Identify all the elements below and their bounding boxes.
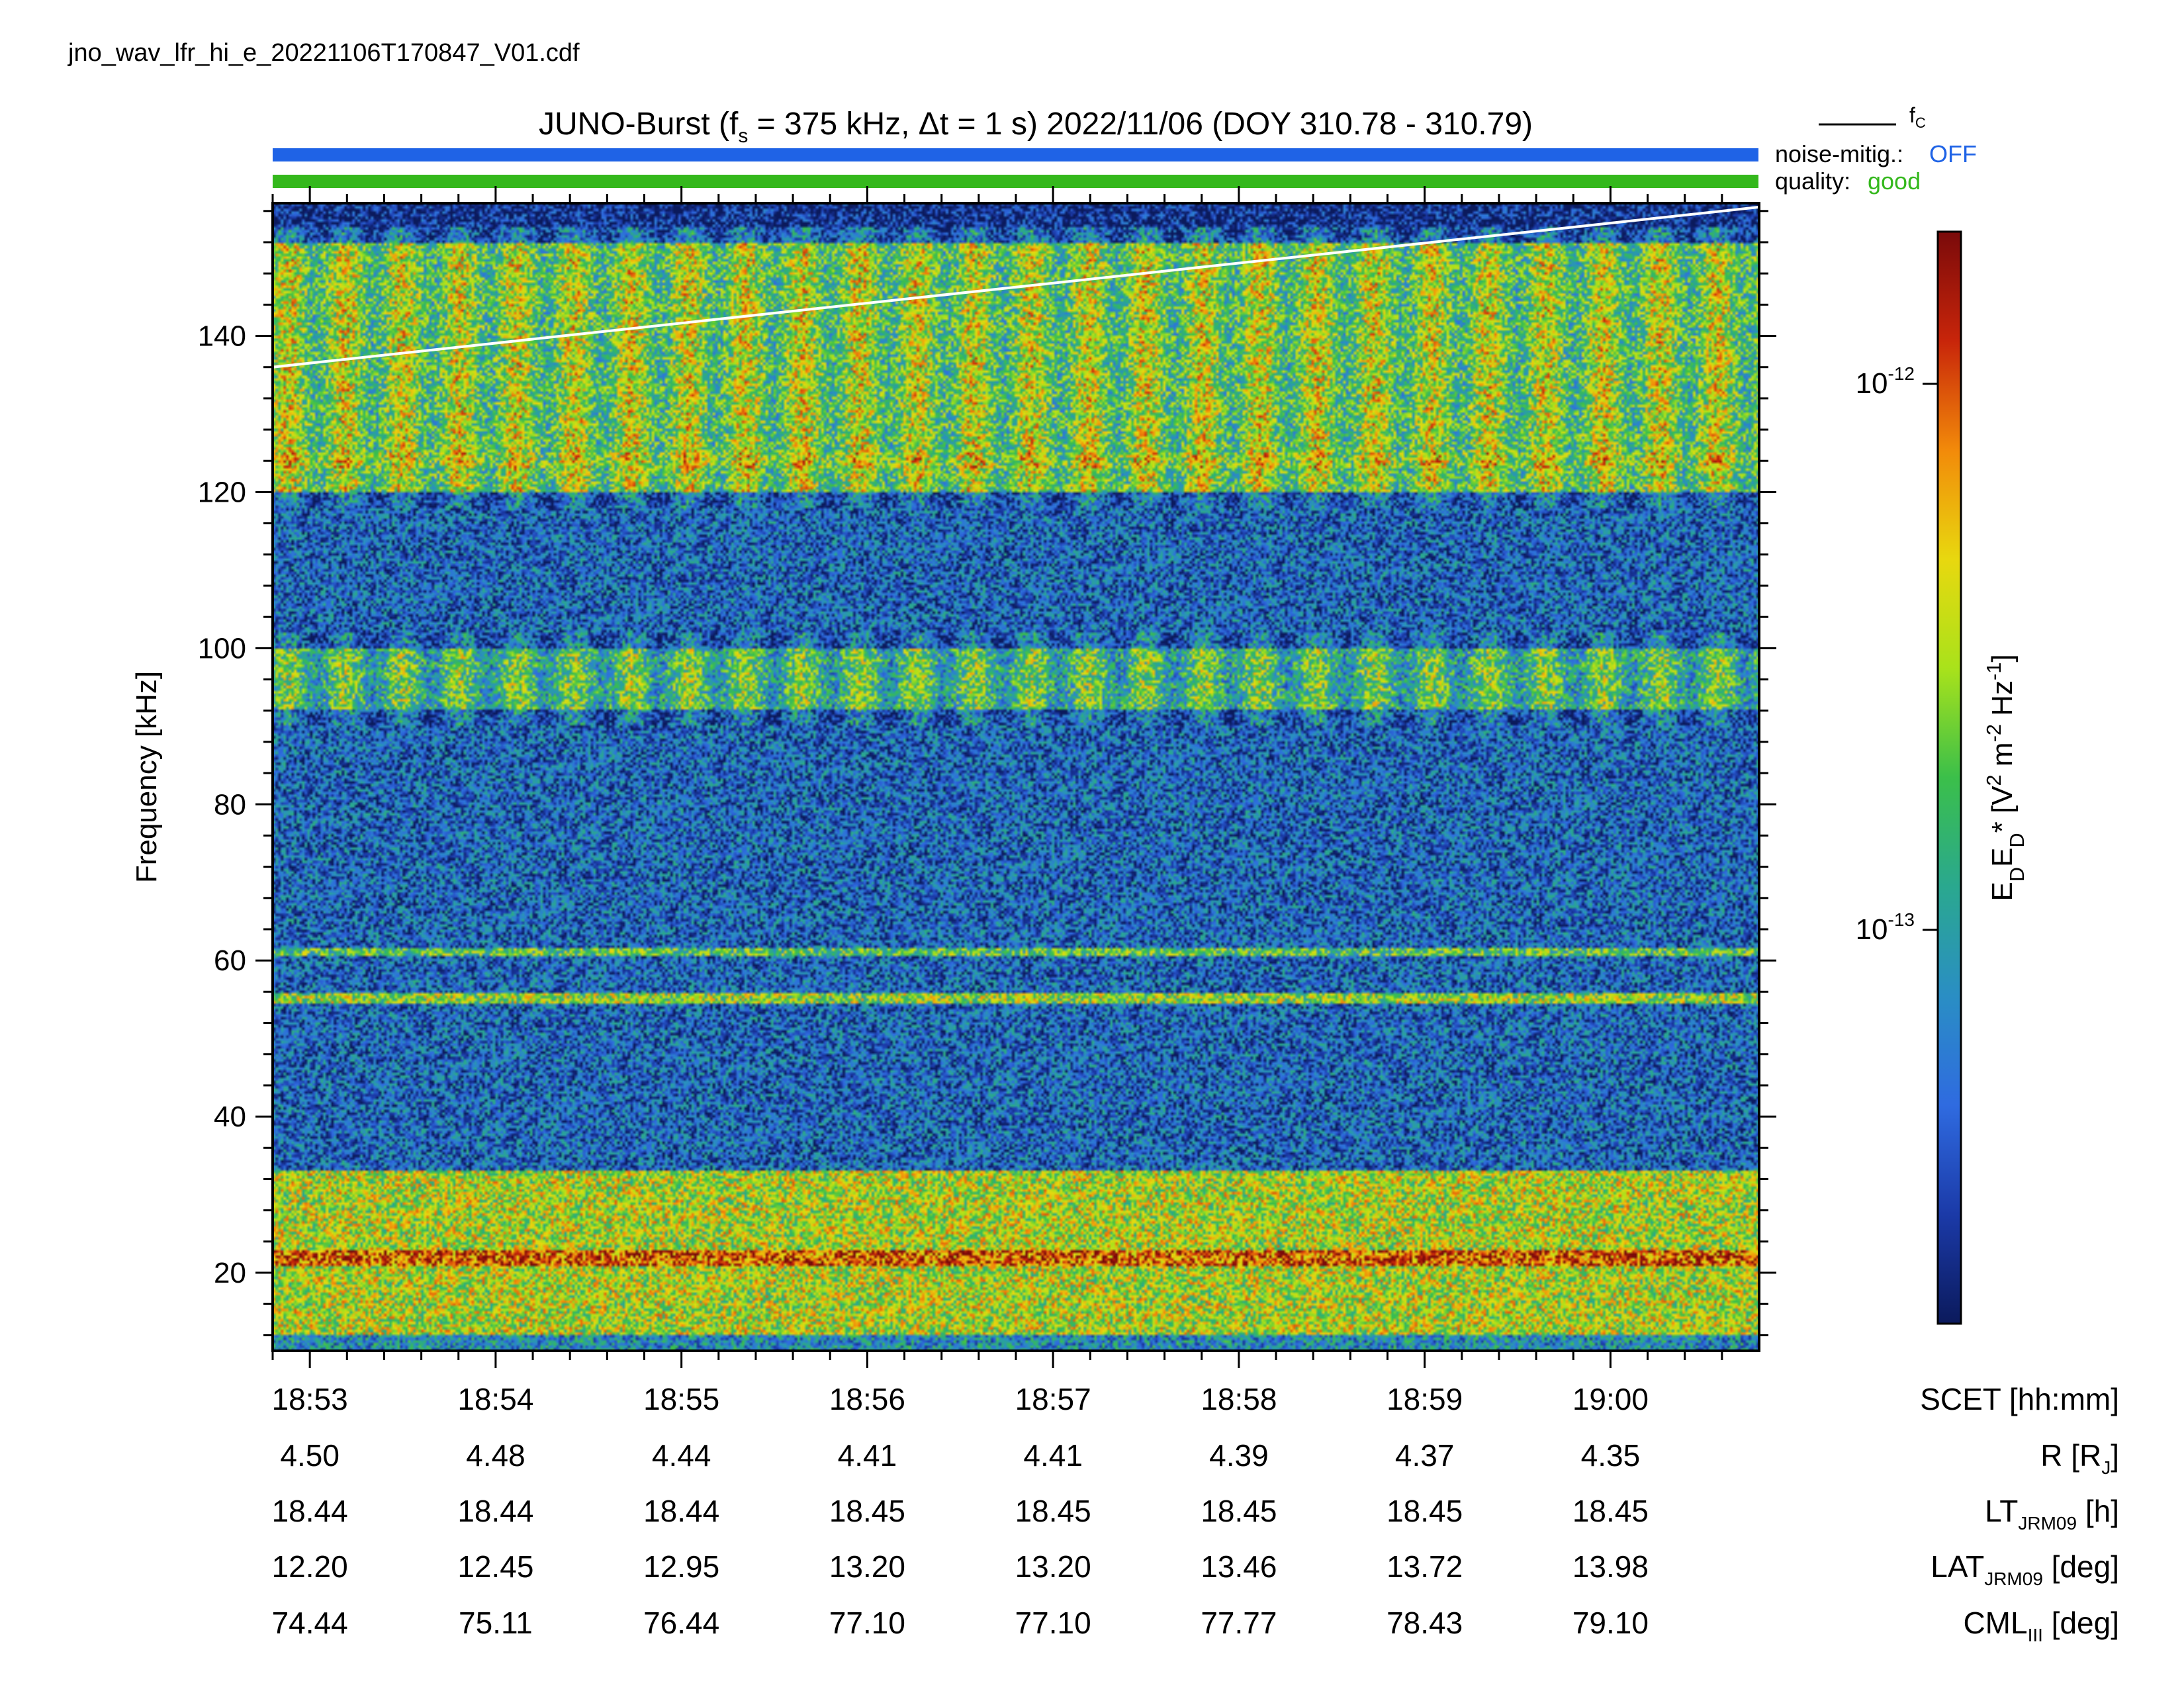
colorbar-gradient [1936, 230, 1962, 1325]
y-tick-label: 120 [198, 476, 246, 508]
ephemeris-row-label: SCET [hh:mm] [1920, 1382, 2119, 1416]
ephemeris-value: 18.45 [1201, 1494, 1277, 1528]
y-axis-label: Frequency [kHz] [130, 671, 163, 883]
ephemeris-value: 18.45 [1387, 1494, 1463, 1528]
y-axis: 20 40 60 80 100 120 140 [198, 210, 1776, 1336]
file-label: jno_wav_lfr_hi_e_20221106T170847_V01.cdf [68, 39, 580, 67]
quality-label: quality: [1775, 167, 1850, 195]
ephemeris-table: 18:53 18:54 18:55 18:56 18:57 18:58 18:59 19:00… [272, 1382, 2119, 1645]
x-tick-label: 18:59 [1387, 1382, 1463, 1416]
ephemeris-value: 13.20 [829, 1549, 905, 1584]
quality-bar [273, 175, 1758, 188]
fc-legend-label: fC [1909, 103, 1926, 131]
ephemeris-value: 18.45 [829, 1494, 905, 1528]
ephemeris-value: 77.77 [1201, 1606, 1277, 1640]
ephemeris-value: 4.41 [838, 1438, 897, 1473]
ephemeris-value: 12.20 [272, 1549, 348, 1584]
ephemeris-value: 13.46 [1201, 1549, 1277, 1584]
ephemeris-value: 74.44 [272, 1606, 348, 1640]
x-tick-label: 19:00 [1572, 1382, 1649, 1416]
ephemeris-value: 18.45 [1015, 1494, 1091, 1528]
ephemeris-value: 4.37 [1395, 1438, 1455, 1473]
ephemeris-value: 4.48 [466, 1438, 525, 1473]
x-axis [271, 186, 1723, 1368]
y-tick-label: 60 [214, 944, 246, 977]
ephemeris-row-label: CMLIII [deg] [1963, 1606, 2119, 1645]
ephemeris-value: 12.45 [457, 1549, 533, 1584]
x-tick-label: 18:54 [457, 1382, 533, 1416]
ephemeris-value: 75.11 [459, 1606, 533, 1640]
ephemeris-value: 4.41 [1023, 1438, 1083, 1473]
x-tick-label: 18:57 [1015, 1382, 1091, 1416]
noise-mitigation-value: OFF [1929, 140, 1977, 167]
fc-line [272, 205, 1760, 369]
ephemeris-row-label: LATJRM09 [deg] [1931, 1549, 2119, 1589]
y-tick-label: 140 [198, 320, 246, 353]
spectrogram-canvas [273, 203, 1759, 1351]
ephemeris-value: 77.10 [1015, 1606, 1091, 1640]
y-tick-label: 20 [214, 1257, 246, 1289]
ephemeris-value: 13.72 [1387, 1549, 1463, 1584]
ephemeris-value: 78.43 [1387, 1606, 1463, 1640]
ephemeris-value: 18.44 [643, 1494, 719, 1528]
x-tick-label: 18:56 [829, 1382, 905, 1416]
ephemeris-row-label: LTJRM09 [h] [1985, 1494, 2119, 1533]
chart-title: JUNO-Burst (fs = 375 kHz, Δt = 1 s) 2022… [539, 107, 1533, 147]
ephemeris-row-label: R [RJ] [2040, 1438, 2119, 1478]
ephemeris-value: 18.44 [272, 1494, 348, 1528]
ephemeris-value: 79.10 [1572, 1606, 1649, 1640]
ephemeris-value: 18.44 [457, 1494, 533, 1528]
ephemeris-value: 13.98 [1572, 1549, 1649, 1584]
ephemeris-value: 18.45 [1572, 1494, 1649, 1528]
ephemeris-value: 12.95 [643, 1549, 719, 1584]
x-tick-label: 18:53 [272, 1382, 348, 1416]
colorbar-ticks: 10-12 10-13 [1856, 363, 1938, 946]
colorbar-tick-label: 10-13 [1856, 909, 1915, 946]
colorbar-label: EDED* [V2 m-2 Hz-1] [1982, 654, 2028, 901]
ephemeris-value: 4.35 [1581, 1438, 1641, 1473]
x-tick-label: 18:58 [1201, 1382, 1277, 1416]
y-tick-label: 80 [214, 788, 246, 821]
noise-mitigation-label: noise-mitig.: [1775, 140, 1903, 167]
y-tick-label: 40 [214, 1101, 246, 1133]
colorbar: 10-12 10-13 EDED* [V2 m-2 Hz-1] [1856, 230, 2028, 1325]
colorbar-tick-label: 10-12 [1856, 363, 1915, 400]
ephemeris-value: 77.10 [829, 1606, 905, 1640]
ephemeris-value: 13.20 [1015, 1549, 1091, 1584]
y-tick-label: 100 [198, 632, 246, 664]
ephemeris-value: 4.39 [1209, 1438, 1269, 1473]
x-tick-label: 18:55 [643, 1382, 719, 1416]
ephemeris-value: 76.44 [643, 1606, 719, 1640]
ephemeris-value: 4.44 [652, 1438, 711, 1473]
noise-mitigation-bar [273, 148, 1758, 161]
heatmap-area [271, 202, 1760, 1352]
quality-value: good [1868, 167, 1921, 195]
ephemeris-value: 4.50 [280, 1438, 340, 1473]
